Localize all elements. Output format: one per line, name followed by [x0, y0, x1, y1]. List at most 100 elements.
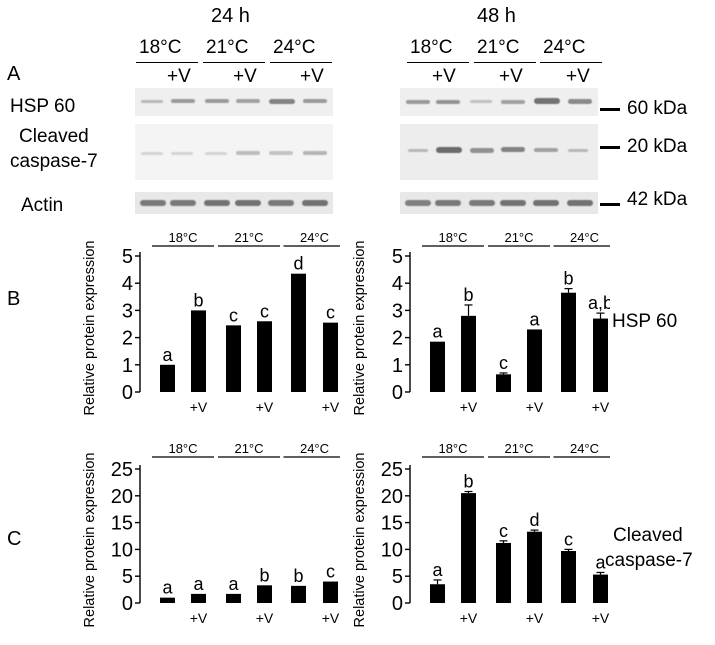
band — [170, 200, 196, 206]
band — [268, 200, 294, 206]
band — [140, 200, 166, 206]
panel-label-c: C — [7, 528, 22, 550]
y-tick-label: 0 — [392, 382, 403, 404]
bar — [527, 531, 542, 603]
group-label: 18°C — [438, 441, 467, 456]
y-axis-label: Relative protein expression — [82, 453, 98, 628]
band — [205, 99, 229, 103]
y-tick-label: 15 — [111, 513, 133, 535]
bar — [291, 585, 306, 603]
group-underline — [203, 62, 265, 63]
bar-chart-hsp60-48h: Relative protein expression 0 1 2 3 4 5 18°C 21°… — [352, 230, 610, 416]
temp-label: 24°C — [543, 37, 586, 58]
bar-chart-caspase-48h: Relative protein expression 0 5 10 15 20 25 18°… — [352, 441, 610, 628]
band — [236, 151, 260, 155]
y-tick-label: 15 — [381, 513, 403, 535]
significance-letter: b — [259, 565, 269, 585]
group-label: 18°C — [168, 230, 197, 245]
bar — [160, 597, 175, 603]
treatment-label: +V — [592, 399, 610, 415]
significance-letter: b — [463, 472, 473, 492]
bar — [461, 493, 476, 603]
bar — [323, 581, 338, 603]
bar — [257, 321, 272, 392]
treatment-label: +V — [190, 399, 208, 415]
blot-strip-actin-48h — [400, 192, 598, 214]
timepoint-48h: 48 h — [477, 5, 516, 27]
significance-letter: a — [193, 574, 204, 594]
significance-letter: b — [193, 290, 203, 310]
group-label: 21°C — [234, 230, 263, 245]
y-tick-label: 3 — [392, 300, 403, 322]
y-axis-label: Relative protein expression — [352, 453, 368, 628]
blot-strip-hsp60-48h — [400, 88, 598, 116]
treatment-label: +V — [256, 399, 274, 415]
bar — [226, 325, 241, 392]
group-label: 24°C — [570, 441, 599, 456]
marker-label-42kda: 42 kDa — [627, 189, 688, 210]
significance-letter: a — [595, 552, 606, 572]
band — [436, 100, 460, 104]
significance-letter: c — [326, 303, 335, 323]
treatment-label: +V — [592, 610, 610, 626]
band — [406, 100, 430, 104]
significance-letter: a — [529, 309, 540, 329]
y-tick-label: 0 — [122, 382, 133, 404]
treatment-label: +V — [233, 66, 257, 87]
significance-letter: c — [499, 353, 508, 373]
bar-chart-hsp60-24h: Relative protein expression 0 1 2 3 4 5 18°C 21°… — [82, 230, 340, 415]
band — [171, 152, 193, 155]
band — [469, 200, 495, 206]
y-tick-label: 5 — [392, 246, 403, 268]
row-label-caspase-line2: caspase-7 — [605, 550, 693, 571]
bar — [160, 364, 175, 392]
marker-label-20kda: 20 kDa — [627, 136, 688, 157]
significance-letter: d — [529, 510, 539, 530]
treatment-label: +V — [526, 399, 544, 415]
y-axis-label: Relative protein expression — [352, 241, 368, 416]
bar — [430, 584, 445, 603]
panel-label-a: A — [7, 63, 21, 85]
band — [269, 151, 293, 155]
bar — [593, 318, 608, 392]
blot-strip-caspase-48h — [400, 124, 598, 180]
marker-label-60kda: 60 kDa — [627, 98, 688, 119]
bar — [191, 310, 206, 392]
y-tick-label: 0 — [122, 593, 133, 615]
temp-label: 18°C — [139, 37, 182, 58]
significance-letter: d — [293, 254, 303, 274]
significance-letter: a — [432, 322, 443, 342]
significance-letter: b — [293, 566, 303, 586]
band — [436, 147, 462, 153]
treatment-label: +V — [460, 399, 478, 415]
y-tick-label: 10 — [111, 539, 133, 561]
group-underline — [136, 62, 198, 63]
bar — [593, 574, 608, 603]
group-label: 24°C — [300, 441, 329, 456]
bar — [527, 329, 542, 392]
treatment-label: +V — [499, 66, 523, 87]
bar — [561, 551, 576, 603]
significance-letter: c — [499, 521, 508, 541]
band — [408, 149, 428, 152]
band — [303, 151, 327, 155]
y-tick-label: 4 — [392, 273, 403, 295]
y-tick-label: 1 — [392, 355, 403, 377]
band — [236, 99, 260, 103]
marker-tick — [600, 146, 620, 149]
band — [470, 100, 492, 103]
blot-strip-hsp60-24h — [135, 88, 333, 116]
band — [141, 100, 163, 103]
treatment-label: +V — [256, 610, 274, 626]
temp-label: 21°C — [206, 37, 249, 58]
significance-letter: a — [228, 574, 239, 594]
significance-letter: b — [563, 269, 573, 289]
bar — [291, 273, 306, 392]
treatment-label: +V — [460, 610, 478, 626]
panel-label-b: B — [7, 288, 21, 310]
bar — [226, 593, 241, 603]
group-underline — [540, 62, 602, 63]
y-tick-label: 5 — [392, 566, 403, 588]
band — [534, 98, 560, 104]
marker-tick — [600, 108, 620, 111]
